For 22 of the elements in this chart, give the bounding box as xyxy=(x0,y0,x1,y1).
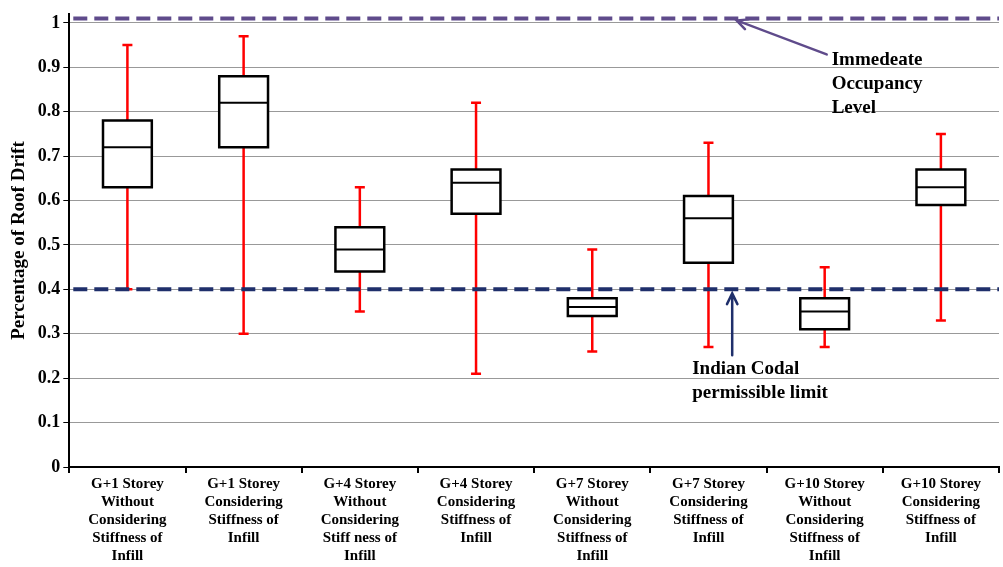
x-tick-label: G+1 Storey Without Considering Stiffness of Infill xyxy=(88,474,168,563)
y-axis-title: Percentage of Roof Drift xyxy=(7,140,29,340)
y-tick-label: 1 xyxy=(51,11,61,32)
ref-line-label: Immedeate Occupancy Level xyxy=(831,47,923,117)
x-tick-label: G+4 Storey Without Considering Stiff ness of Infill xyxy=(320,474,400,563)
x-tick-label: G+10 Storey Considering Stiffness of Infill xyxy=(900,474,982,545)
y-tick-label: 0.7 xyxy=(37,144,61,165)
x-tick-label: G+7 Storey Considering Stiffness of Infill xyxy=(669,474,749,545)
y-tick-label: 0.9 xyxy=(37,55,61,76)
x-tick-label: G+10 Storey Without Considering Stiffness of Infill xyxy=(784,474,866,563)
y-tick-label: 0.6 xyxy=(37,189,61,210)
y-tick-label: 0.4 xyxy=(37,278,61,299)
x-tick-label: G+1 Storey Considering Stiffness of Infill xyxy=(204,474,284,545)
x-tick-label: G+4 Storey Considering Stiffness of Infill xyxy=(436,474,516,545)
ref-line-label: Indian Codal permissible limit xyxy=(692,356,829,402)
x-tick-label: G+7 Storey Without Considering Stiffness of Infill xyxy=(553,474,632,563)
y-tick-label: 0.1 xyxy=(37,411,61,432)
y-tick-label: 0.3 xyxy=(37,322,61,343)
y-tick-label: 0.5 xyxy=(37,233,61,254)
y-tick-label: 0 xyxy=(51,455,61,476)
y-tick-label: 0.2 xyxy=(37,366,61,387)
y-tick-label: 0.8 xyxy=(37,100,61,121)
